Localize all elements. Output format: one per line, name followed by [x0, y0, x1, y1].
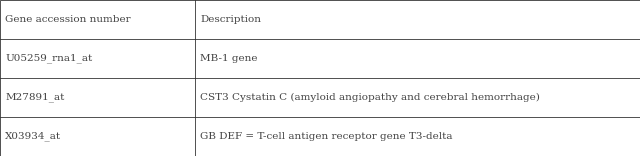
Text: CST3 Cystatin C (amyloid angiopathy and cerebral hemorrhage): CST3 Cystatin C (amyloid angiopathy and … — [200, 93, 540, 102]
Text: Description: Description — [200, 15, 261, 24]
Text: GB DEF = T-cell antigen receptor gene T3-delta: GB DEF = T-cell antigen receptor gene T3… — [200, 132, 453, 141]
Text: U05259_rna1_at: U05259_rna1_at — [5, 54, 92, 63]
Text: X03934_at: X03934_at — [5, 132, 61, 141]
Text: M27891_at: M27891_at — [5, 93, 65, 102]
Text: Gene accession number: Gene accession number — [5, 15, 131, 24]
Text: MB-1 gene: MB-1 gene — [200, 54, 258, 63]
